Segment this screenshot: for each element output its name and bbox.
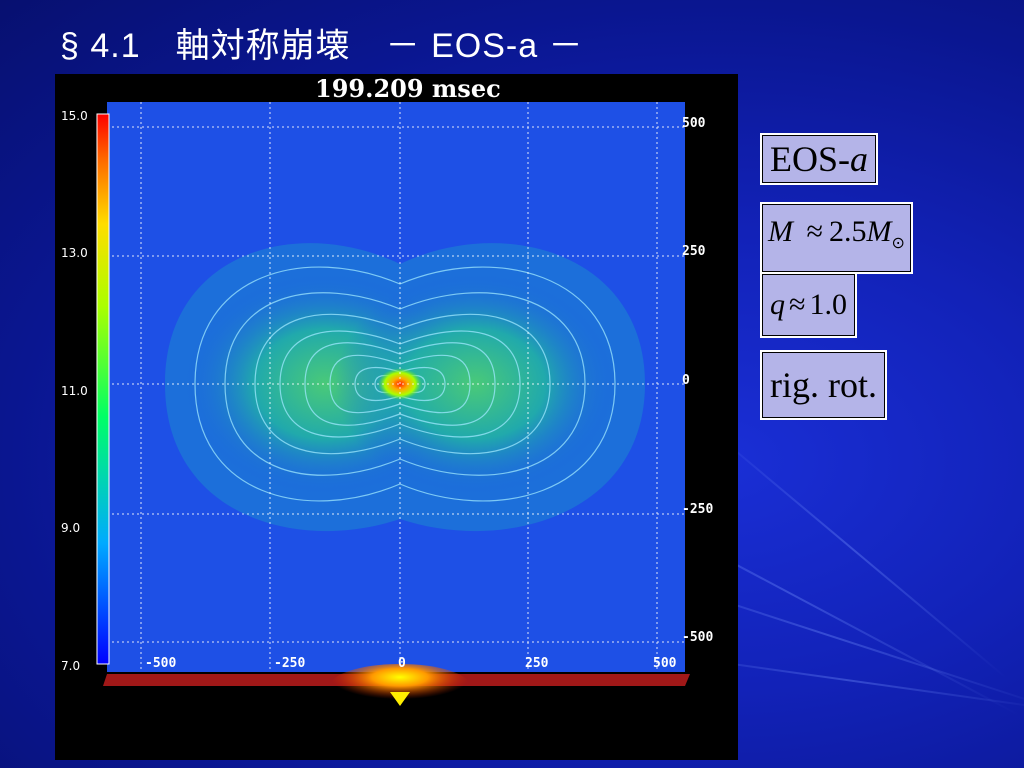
eos-variant: a (850, 139, 868, 179)
q-value: 1.0 (809, 288, 847, 321)
x-tick-label: 500 (653, 656, 677, 671)
background-streak (699, 420, 1008, 679)
contour-lines (194, 266, 616, 502)
colorbar (96, 113, 110, 665)
slide-title: § 4.1 軸対称崩壊 － EOS-a － (60, 27, 584, 65)
x-tick-label: -500 (145, 656, 177, 671)
colorbar-tick: 15.0 (61, 109, 88, 123)
x-tick-label: -250 (274, 656, 306, 671)
mass-unit: M (866, 215, 892, 248)
eos-label: EOS- (770, 139, 850, 179)
density-contour-figure: 199.209 msec (55, 74, 738, 760)
time-label: 199.209 msec (315, 74, 501, 103)
q-symbol: q (770, 288, 785, 321)
mass-value: 2.5 (828, 215, 867, 248)
solar-mass-symbol: ⊙ (891, 235, 905, 252)
colorbar-tick: 7.0 (61, 659, 81, 673)
y-tick-label: 0 (682, 373, 690, 388)
q-label-box: q ≈1.0 (760, 272, 857, 338)
approx-symbol: ≈ (789, 288, 806, 321)
contour-plot (96, 102, 690, 708)
colorbar-tick: 13.0 (61, 246, 88, 260)
y-tick-label: -500 (682, 630, 714, 645)
rotation-label-box: rig. rot. (760, 350, 887, 420)
approx-symbol: ≈ (806, 215, 823, 248)
mass-symbol: M (768, 215, 793, 248)
y-tick-label: -250 (682, 502, 714, 517)
x-tick-label: 250 (525, 656, 549, 671)
colorbar-tick: 9.0 (61, 521, 81, 535)
y-tick-label: 250 (682, 244, 706, 259)
colorbar-tick: 11.0 (61, 384, 88, 398)
grid-lines (107, 102, 685, 672)
eos-label-box: EOS-a (760, 133, 878, 185)
mass-label-box: M ≈2.5M⊙ (760, 202, 913, 274)
y-tick-label: 500 (682, 116, 706, 131)
rotation-label: rig. rot. (770, 365, 877, 405)
x-tick-label: 0 (398, 656, 406, 671)
